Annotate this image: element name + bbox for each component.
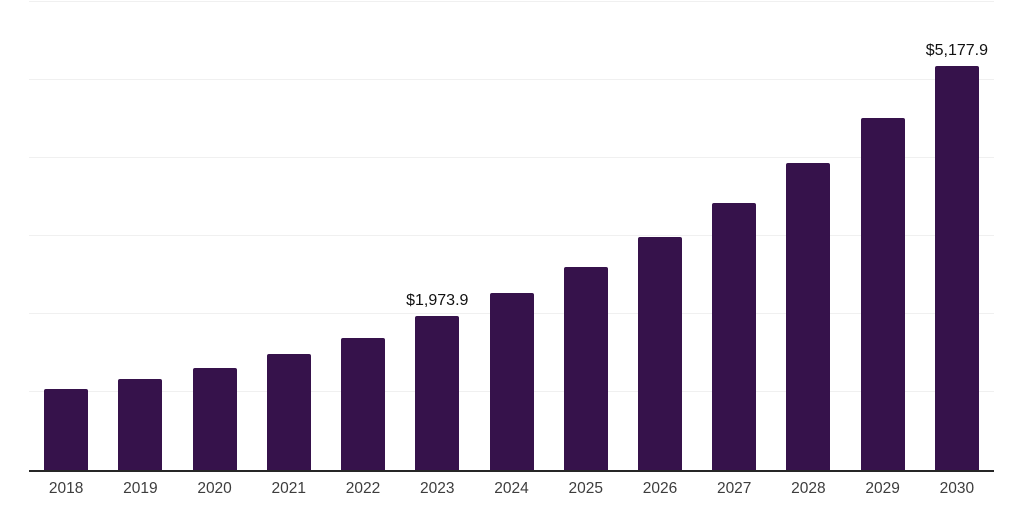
bar-2025 <box>563 267 608 470</box>
bar-2027 <box>712 202 757 470</box>
x-tick-2027: 2027 <box>716 480 752 497</box>
plot-area: $1,973.9 $5,177.9 <box>29 1 994 472</box>
x-tick-2023: 2023 <box>420 480 455 497</box>
x-axis-labels: 2018 2019 2020 2021 2022 2023 2024 2025 2026 2027… <box>29 480 994 504</box>
x-tick-2025: 2025 <box>568 480 603 497</box>
x-tick-2030: 2030 <box>939 480 975 497</box>
bar-2022 <box>341 337 386 470</box>
gridline-3000 <box>29 235 994 236</box>
bar-2029 <box>860 118 905 470</box>
x-tick-2024: 2024 <box>494 480 529 497</box>
bar-2020 <box>192 367 237 470</box>
bar-2028 <box>786 163 831 470</box>
bar-2023 <box>415 316 460 470</box>
x-tick-2022: 2022 <box>345 480 381 497</box>
x-tick-2026: 2026 <box>642 480 678 497</box>
bar-2030 <box>934 66 979 470</box>
bar-2021 <box>266 353 311 470</box>
value-label-2023: $1,973.9 <box>406 292 469 310</box>
x-tick-2029: 2029 <box>865 480 900 497</box>
bar-2018 <box>44 388 89 470</box>
x-tick-2021: 2021 <box>271 480 307 497</box>
value-label-2030: $5,177.9 <box>925 42 989 60</box>
x-tick-2020: 2020 <box>197 480 232 497</box>
x-tick-2018: 2018 <box>48 480 84 497</box>
x-tick-2019: 2019 <box>123 480 158 497</box>
bar-2026 <box>637 237 682 470</box>
gridline-4000 <box>29 157 994 158</box>
bar-2024 <box>489 293 534 470</box>
bar-2019 <box>118 379 163 470</box>
x-tick-2028: 2028 <box>791 480 826 497</box>
gridline-5000 <box>29 79 994 80</box>
gridline-6000 <box>29 1 994 2</box>
